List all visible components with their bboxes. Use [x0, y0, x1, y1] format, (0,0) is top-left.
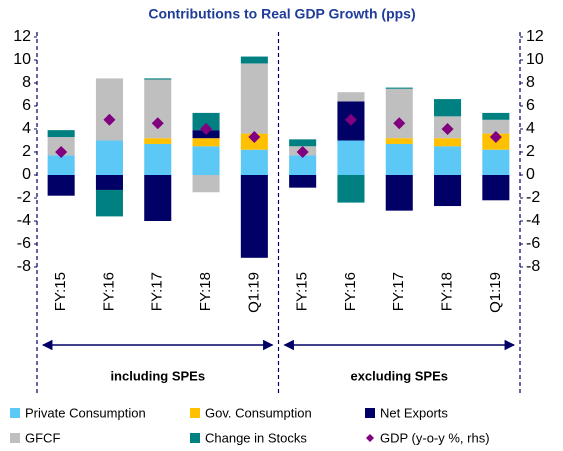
bar-segment: [434, 138, 462, 147]
gdp-marker: [200, 123, 213, 135]
bar-segment: [192, 146, 220, 175]
gdp-marker: [296, 146, 309, 158]
bar-segment: [144, 143, 172, 175]
legend-label: GFCF: [25, 430, 60, 445]
gdp-marker: [55, 146, 68, 158]
legend-marker: [366, 434, 374, 442]
x-tick-label: FY:17: [149, 272, 166, 311]
y-tick-label: -8: [17, 258, 31, 275]
gdp-marker: [248, 131, 261, 144]
bar-segment: [47, 175, 75, 196]
y2-tick-label: -4: [526, 212, 540, 229]
x-tick-label: Q1:19: [487, 272, 504, 313]
bar-segment: [144, 78, 172, 80]
bar-segment: [289, 175, 317, 188]
y2-tick-label: -8: [526, 258, 540, 275]
gdp-marker: [103, 113, 116, 126]
gdp-marker: [344, 113, 357, 126]
bar-segment: [95, 78, 123, 141]
bar-segment: [289, 155, 317, 175]
group-label: including SPEs: [110, 368, 205, 383]
bar-segment: [482, 112, 510, 120]
legend-swatch: [10, 433, 20, 443]
bar-segment: [385, 138, 413, 144]
x-tick-label: FY:15: [52, 272, 69, 311]
legend-swatch: [365, 408, 375, 418]
y2-tick-label: -6: [526, 235, 540, 252]
bar-segment: [192, 112, 220, 131]
legend-swatch: [190, 408, 200, 418]
bar-segment: [482, 175, 510, 201]
legend-swatch: [190, 433, 200, 443]
y2-tick-label: 6: [526, 97, 535, 114]
bar-segment: [47, 155, 75, 175]
bar-segment: [192, 175, 220, 193]
y2-tick-label: 12: [526, 28, 544, 45]
y-tick-label: 0: [22, 166, 31, 183]
x-tick-label: Q1:19: [245, 272, 262, 313]
y-tick-label: 4: [22, 120, 31, 137]
bar-segment: [144, 79, 172, 139]
bar-segment: [385, 88, 413, 139]
y-tick-label: -6: [17, 235, 31, 252]
y-tick-label: 8: [22, 74, 31, 91]
bar-segment: [240, 175, 268, 258]
bar-segment: [434, 99, 462, 117]
y-tick-label: 12: [13, 28, 31, 45]
legend-label: Change in Stocks: [205, 430, 307, 445]
bar-segment: [47, 130, 75, 138]
y-tick-label: 2: [22, 143, 31, 160]
y-tick-label: 6: [22, 97, 31, 114]
bar-segment: [434, 175, 462, 207]
bar-segment: [385, 87, 413, 89]
bar-segment: [434, 146, 462, 175]
legend-label: Gov. Consumption: [205, 405, 312, 420]
x-tick-label: FY:17: [390, 272, 407, 311]
bar-segment: [385, 175, 413, 211]
y-tick-label: -4: [17, 212, 31, 229]
gdp-marker: [489, 131, 502, 144]
chart-title: Contributions to Real GDP Growth (pps): [148, 6, 415, 22]
y2-tick-label: 10: [526, 51, 544, 68]
x-tick-label: FY:16: [100, 272, 117, 311]
gdp-marker: [151, 117, 164, 130]
group-label: excluding SPEs: [350, 368, 448, 383]
bar-segment: [95, 189, 123, 217]
bar-segment: [240, 149, 268, 175]
legend-label: Private Consumption: [25, 405, 146, 420]
gdp-marker: [441, 123, 454, 135]
bar-segment: [144, 138, 172, 144]
y-tick-label: -2: [17, 189, 31, 206]
y2-tick-label: 0: [526, 166, 535, 183]
bar-segment: [144, 175, 172, 221]
bar-segment: [337, 140, 365, 175]
x-tick-label: FY:18: [439, 272, 456, 311]
bar-segment: [385, 143, 413, 175]
bar-segment: [289, 139, 317, 147]
legend-label: Net Exports: [380, 405, 448, 420]
gdp-marker: [393, 117, 406, 130]
bar-segment: [482, 119, 510, 134]
x-tick-label: FY:18: [197, 272, 214, 311]
y2-tick-label: 2: [526, 143, 535, 160]
legend-swatch: [10, 408, 20, 418]
bar-segment: [95, 175, 123, 190]
y2-tick-label: 8: [526, 74, 535, 91]
bar-segment: [240, 63, 268, 134]
bar-segment: [337, 175, 365, 203]
bar-segment: [482, 149, 510, 175]
bar-segment: [95, 140, 123, 175]
legend-label: GDP (y-o-y %, rhs): [380, 430, 490, 445]
y2-tick-label: 4: [526, 120, 535, 137]
x-tick-label: FY:16: [342, 272, 359, 311]
bar-segment: [240, 56, 268, 64]
y2-tick-label: -2: [526, 189, 540, 206]
y-tick-label: 10: [13, 51, 31, 68]
bar-segment: [192, 138, 220, 147]
bar-segment: [337, 92, 365, 102]
x-tick-label: FY:15: [294, 272, 311, 311]
